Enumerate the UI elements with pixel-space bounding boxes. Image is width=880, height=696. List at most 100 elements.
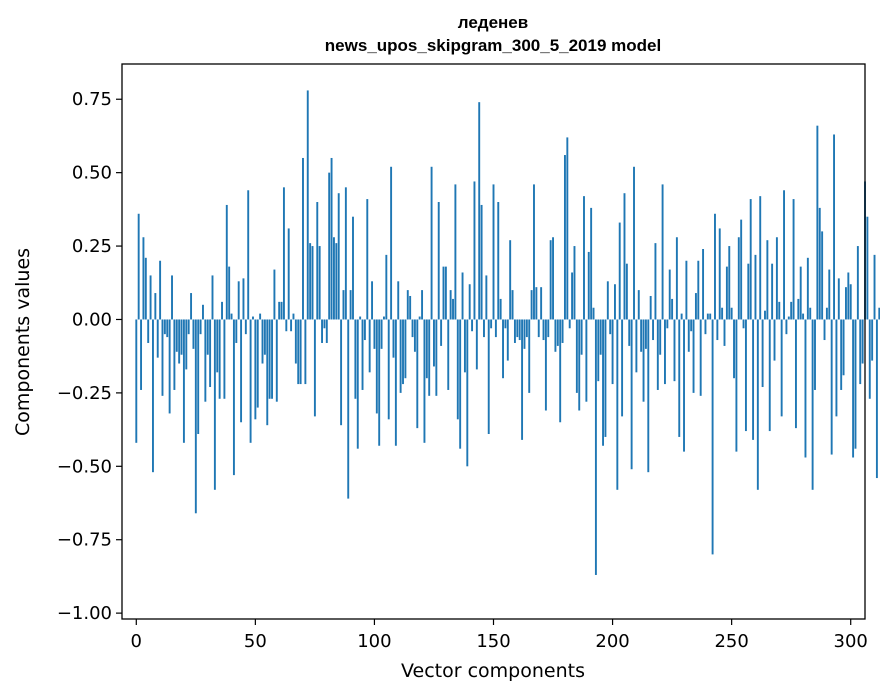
bar — [794, 319, 797, 429]
bar — [168, 319, 171, 414]
bar — [273, 269, 276, 320]
bar — [166, 319, 169, 338]
bar — [806, 257, 809, 320]
bar — [490, 319, 493, 329]
bar — [697, 260, 700, 320]
bar — [282, 187, 285, 320]
bar — [356, 319, 359, 449]
bar — [221, 301, 223, 320]
bar — [825, 307, 828, 320]
bar — [609, 319, 612, 335]
bar — [237, 281, 240, 320]
bar — [456, 319, 459, 420]
bar — [380, 319, 383, 349]
bar — [330, 157, 333, 320]
bar — [454, 184, 457, 320]
bar — [232, 319, 235, 476]
y-tick-label: −0.25 — [57, 383, 112, 404]
bar — [404, 319, 407, 379]
bar — [371, 281, 374, 320]
x-tick-label: 200 — [595, 631, 629, 652]
bar — [783, 190, 785, 320]
bar — [604, 319, 607, 437]
bar — [383, 316, 385, 320]
bar — [702, 249, 705, 320]
bar — [668, 269, 671, 320]
bar — [175, 319, 178, 352]
bar — [178, 319, 181, 364]
bar — [425, 319, 428, 379]
bar — [373, 319, 376, 349]
bar — [714, 213, 716, 320]
bar — [792, 199, 795, 320]
bar — [311, 246, 314, 320]
bar — [254, 319, 257, 420]
x-tick-label: 0 — [131, 631, 142, 652]
bar — [640, 319, 643, 352]
bar — [680, 313, 683, 320]
bar — [628, 319, 631, 346]
bar — [180, 319, 183, 355]
bar — [614, 284, 616, 320]
bar — [706, 313, 709, 320]
bar — [575, 319, 578, 393]
bar — [149, 275, 152, 320]
bar — [304, 319, 307, 385]
bar — [497, 202, 500, 320]
bar — [228, 266, 231, 320]
bar — [292, 313, 295, 320]
bar — [756, 319, 759, 490]
bar — [363, 319, 366, 341]
bar — [716, 319, 719, 341]
bar — [725, 266, 728, 320]
bar — [416, 319, 419, 429]
bar — [875, 319, 878, 479]
bar — [685, 260, 688, 320]
bar — [449, 290, 452, 320]
bar — [378, 319, 381, 446]
bar — [811, 319, 814, 490]
bar — [542, 319, 545, 341]
bar — [442, 266, 445, 320]
bar — [509, 240, 512, 320]
bar — [535, 287, 538, 320]
bar — [485, 275, 488, 320]
x-tick-label: 300 — [834, 631, 868, 652]
bar — [673, 319, 676, 382]
x-tick-label: 250 — [714, 631, 748, 652]
bar — [321, 319, 323, 343]
bar — [471, 319, 474, 332]
bar — [597, 319, 600, 382]
bar — [361, 319, 364, 390]
bar — [297, 319, 300, 385]
bar — [780, 319, 783, 417]
bar — [447, 319, 450, 390]
y-tick-label: −1.00 — [57, 603, 112, 624]
bar — [652, 319, 655, 341]
bar — [135, 319, 138, 443]
bar — [678, 319, 681, 437]
bar — [411, 319, 414, 338]
bar — [552, 237, 554, 320]
bar — [647, 319, 650, 473]
bar — [418, 316, 421, 320]
y-tick-label: 0.25 — [72, 236, 112, 257]
bar — [583, 196, 585, 320]
bar — [592, 307, 595, 320]
bar — [349, 290, 352, 320]
bar — [561, 319, 564, 343]
bar — [242, 278, 245, 320]
bar — [340, 319, 343, 426]
bar — [223, 319, 226, 399]
bar — [280, 301, 283, 320]
bar — [711, 319, 714, 555]
bar — [375, 319, 378, 414]
bar — [385, 254, 388, 320]
y-tick-label: 0.50 — [72, 163, 112, 184]
bar — [830, 319, 833, 455]
bar — [523, 319, 526, 349]
bar — [530, 290, 533, 320]
bar — [790, 301, 793, 320]
bar — [687, 319, 690, 352]
bar — [332, 237, 335, 320]
